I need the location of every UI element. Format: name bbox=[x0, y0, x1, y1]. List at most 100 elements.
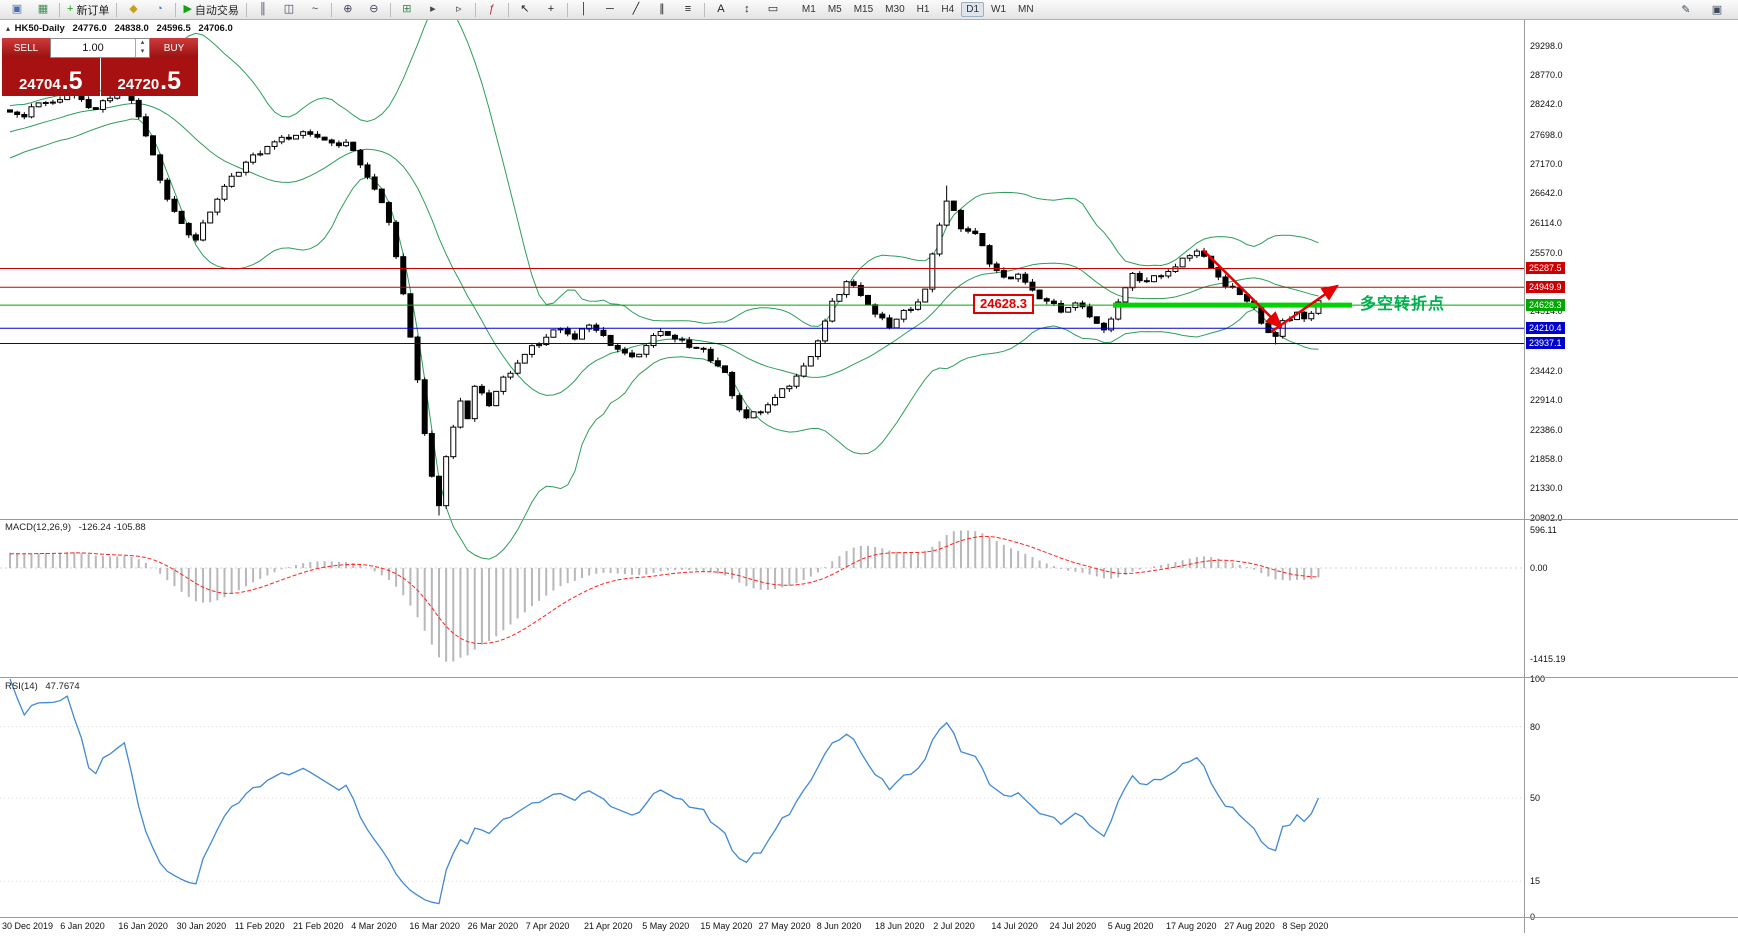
date-label: 14 Jul 2020 bbox=[991, 921, 1038, 931]
crosshair-icon: + bbox=[547, 3, 555, 15]
depth-of-market-icon[interactable]: ◆ bbox=[120, 0, 146, 19]
price-tick: 80 bbox=[1530, 721, 1541, 732]
price-tick: 26642.0 bbox=[1530, 188, 1563, 199]
chart-title-line: ▴ HK50-Daily 24776.0 24838.0 24596.5 247… bbox=[6, 23, 238, 34]
chart-shift-icon[interactable]: ▹ bbox=[446, 0, 472, 19]
annotation-arrow-1[interactable] bbox=[1202, 249, 1283, 329]
new-chart-icon[interactable]: ▣ bbox=[4, 0, 30, 19]
macd-values: -126.24 -105.88 bbox=[78, 522, 146, 533]
date-label: 4 Mar 2020 bbox=[351, 921, 397, 931]
line-chart-icon[interactable]: ~ bbox=[302, 0, 328, 19]
timeframe-h1[interactable]: H1 bbox=[916, 4, 930, 15]
price-axis[interactable]: 29298.0 28770.0 28242.0 27698.0 27170.0 26642… bbox=[1525, 20, 1738, 933]
auto-trading-button[interactable]: ▶ 自动交易 bbox=[179, 0, 242, 19]
spinner-down-icon[interactable]: ▾ bbox=[140, 48, 145, 55]
new-order-button-label: 新订单 bbox=[76, 4, 110, 17]
timeframe-m15[interactable]: M15 bbox=[853, 4, 874, 15]
price-tick: 27698.0 bbox=[1530, 129, 1563, 140]
date-label: 27 May 2020 bbox=[758, 921, 811, 931]
volume-spinner[interactable]: ▴ ▾ bbox=[135, 39, 149, 57]
buy-button[interactable]: BUY bbox=[150, 38, 198, 58]
toolbar-right-group: ✎ ▣ bbox=[1673, 0, 1734, 19]
toolbar-separator bbox=[175, 2, 177, 17]
date-label: 16 Mar 2020 bbox=[409, 921, 460, 931]
date-label: 15 May 2020 bbox=[700, 921, 753, 931]
sell-price-main: 24704 bbox=[18, 76, 61, 93]
buy-price[interactable]: 24720 .5 bbox=[100, 58, 198, 96]
one-click-collapse-icon[interactable]: ▴ bbox=[6, 24, 11, 33]
toolbar-separator bbox=[389, 2, 391, 17]
rsi-value: 47.7674 bbox=[45, 681, 80, 692]
macd-histogram bbox=[9, 530, 1320, 662]
macd-signal-line bbox=[9, 535, 1319, 645]
line-chart-icon: ~ bbox=[311, 3, 319, 15]
date-label: 8 Jun 2020 bbox=[816, 921, 862, 931]
price-level-label: 23937.1 bbox=[1526, 337, 1565, 350]
date-label: 21 Feb 2020 bbox=[293, 921, 344, 931]
timeframe-mn[interactable]: MN bbox=[1018, 4, 1034, 15]
trendline-icon[interactable]: ╱ bbox=[623, 0, 649, 19]
price-tick: 28770.0 bbox=[1530, 70, 1563, 80]
toolbar-separator bbox=[245, 2, 247, 17]
panel-separator-macd[interactable] bbox=[0, 519, 1738, 520]
price-level-label: 24628.3 bbox=[1526, 299, 1565, 312]
text-icon[interactable]: A bbox=[708, 0, 734, 19]
bar-chart-icon[interactable]: ║ bbox=[250, 0, 276, 19]
window-layout-icon[interactable]: ▣ bbox=[1711, 4, 1723, 16]
time-axis[interactable]: 30 Dec 2019 6 Jan 2020 16 Jan 2020 30 Jan 2… bbox=[0, 918, 1524, 934]
annotation-arrow-2[interactable] bbox=[1270, 284, 1340, 334]
text-icon: A bbox=[717, 3, 725, 15]
arrows-icon[interactable]: ↕ bbox=[734, 0, 760, 19]
price-tick: 20802.0 bbox=[1530, 512, 1563, 523]
crosshair-icon[interactable]: + bbox=[538, 0, 564, 19]
date-label: 27 Aug 2020 bbox=[1224, 921, 1275, 931]
panel-separator-rsi[interactable] bbox=[0, 677, 1738, 678]
price-tick: 28242.0 bbox=[1530, 99, 1563, 110]
new-order-button[interactable]: + 新订单 bbox=[63, 0, 113, 19]
toolbar-separator bbox=[703, 2, 705, 17]
fibonacci-icon[interactable]: ≡ bbox=[675, 0, 701, 19]
spinner-up-icon[interactable]: ▴ bbox=[140, 39, 145, 46]
horizontal-line-icon[interactable]: ─ bbox=[597, 0, 623, 19]
price-tick: 21858.0 bbox=[1530, 454, 1563, 464]
edit-icon[interactable]: ✎ bbox=[1681, 4, 1691, 16]
timeframe-m30[interactable]: M30 bbox=[885, 4, 905, 15]
auto-scroll-icon[interactable]: ▸ bbox=[420, 0, 446, 19]
auto-trading-button: ▶ bbox=[183, 3, 192, 15]
price-tick: 24514.0 bbox=[1530, 306, 1563, 317]
indicators-icon[interactable]: ƒ bbox=[479, 0, 505, 19]
history-center-icon[interactable]: ◔ bbox=[146, 0, 172, 19]
turning-point-label[interactable]: 多空转折点 bbox=[1360, 296, 1446, 313]
tile-windows-icon[interactable]: ⊞ bbox=[394, 0, 420, 19]
toolbar-separator bbox=[116, 2, 118, 17]
chart-canvas[interactable] bbox=[0, 0, 1524, 937]
volume-value[interactable]: 1.00 bbox=[82, 42, 104, 54]
macd-name: MACD(12,26,9) bbox=[5, 522, 71, 533]
sell-price[interactable]: 24704 .5 bbox=[2, 58, 100, 96]
zoom-out-icon: ⊖ bbox=[369, 3, 379, 15]
panel-separator-dates bbox=[0, 917, 1738, 918]
volume-field[interactable]: 1.00 ▴ ▾ bbox=[50, 38, 150, 58]
shapes-icon[interactable]: ▭ bbox=[760, 0, 786, 19]
ohlc-close: 24706.0 bbox=[198, 23, 233, 34]
profiles-icon[interactable]: ▦ bbox=[30, 0, 56, 19]
vertical-line-icon[interactable]: │ bbox=[571, 0, 597, 19]
timeframe-h4[interactable]: H4 bbox=[941, 4, 955, 15]
channel-icon[interactable]: ∥ bbox=[649, 0, 675, 19]
cursor-icon[interactable]: ↖ bbox=[512, 0, 538, 19]
zoom-out-icon[interactable]: ⊖ bbox=[361, 0, 387, 19]
timeframe-w1[interactable]: W1 bbox=[991, 4, 1007, 15]
zoom-in-icon[interactable]: ⊕ bbox=[335, 0, 361, 19]
candle-chart-icon[interactable]: ◫ bbox=[276, 0, 302, 19]
timeframe-m1[interactable]: M1 bbox=[801, 4, 816, 15]
price-tick: 596.11 bbox=[1530, 524, 1557, 535]
timeframe-group: M1 M5 M15 M30 H1 H4 D1 W1 MN bbox=[796, 2, 1040, 17]
sell-button[interactable]: SELL bbox=[2, 38, 50, 58]
price-callout[interactable]: 24628.3 bbox=[973, 294, 1034, 314]
date-label: 6 Jan 2020 bbox=[60, 921, 105, 931]
axis-separator bbox=[1524, 20, 1525, 933]
date-label: 8 Sep 2020 bbox=[1282, 921, 1329, 931]
symbol-period: HK50-Daily bbox=[14, 23, 65, 34]
timeframe-m5[interactable]: M5 bbox=[827, 4, 842, 15]
timeframe-d1[interactable]: D1 bbox=[961, 2, 985, 17]
